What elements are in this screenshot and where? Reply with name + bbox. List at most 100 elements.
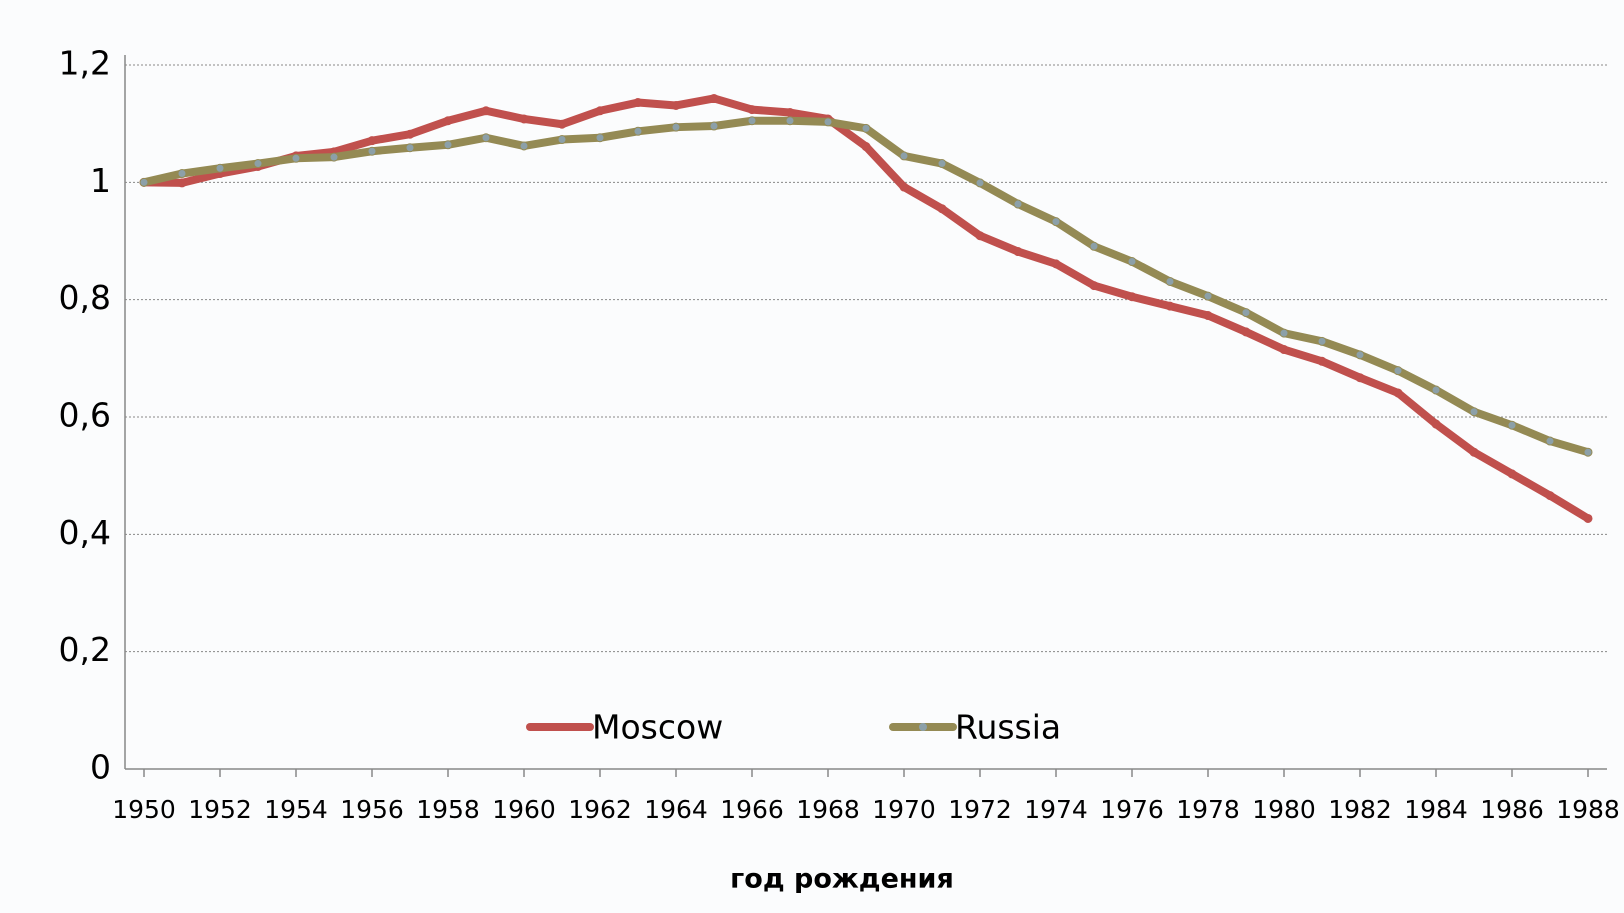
x-tick-label: 1958 — [416, 795, 480, 824]
y-tick-label: 0,2 — [59, 630, 111, 669]
point-marker — [329, 152, 339, 162]
point-marker — [291, 153, 301, 163]
y-tick-label: 1 — [90, 161, 111, 200]
point-marker — [861, 142, 871, 152]
series-line — [143, 116, 1590, 457]
point-marker — [405, 143, 415, 153]
point-marker — [1051, 259, 1061, 269]
point-marker — [1279, 345, 1289, 355]
legend-label: Moscow — [592, 708, 723, 747]
point-marker — [1393, 366, 1403, 376]
legend-marker — [556, 723, 564, 731]
point-marker — [519, 141, 529, 151]
point-marker — [1241, 308, 1251, 318]
point-marker — [633, 98, 643, 108]
point-marker — [1431, 419, 1441, 429]
point-marker — [367, 146, 377, 156]
point-marker — [405, 129, 415, 139]
x-tick-label: 1956 — [340, 795, 404, 824]
point-marker — [557, 119, 567, 129]
point-marker — [1127, 292, 1137, 302]
point-marker — [1469, 407, 1479, 417]
point-marker — [975, 231, 985, 241]
x-tick-label: 1976 — [1100, 795, 1164, 824]
point-marker — [937, 204, 947, 214]
point-marker — [1507, 469, 1517, 479]
point-marker — [1013, 247, 1023, 257]
point-marker — [1431, 385, 1441, 395]
point-marker — [177, 178, 187, 188]
x-tick-label: 1970 — [872, 795, 936, 824]
x-tick-label: 1982 — [1328, 795, 1392, 824]
point-marker — [1317, 336, 1327, 346]
point-marker — [823, 117, 833, 127]
point-marker — [1507, 420, 1517, 430]
point-marker — [1089, 241, 1099, 251]
point-marker — [861, 123, 871, 133]
point-marker — [177, 169, 187, 179]
y-tick-label: 0 — [90, 748, 111, 787]
series-line — [143, 94, 1591, 522]
point-marker — [557, 135, 567, 145]
point-marker — [595, 106, 605, 116]
point-marker — [519, 114, 529, 124]
point-marker — [785, 108, 795, 118]
y-tick-label: 0,6 — [59, 396, 111, 435]
point-marker — [975, 178, 985, 188]
point-marker — [671, 122, 681, 132]
x-tick-label: 1952 — [188, 795, 252, 824]
point-marker — [443, 140, 453, 150]
point-marker — [1545, 491, 1555, 501]
point-marker — [671, 100, 681, 110]
x-tick-label: 1950 — [112, 795, 176, 824]
point-marker — [1317, 356, 1327, 366]
point-marker — [481, 106, 491, 116]
point-marker — [709, 93, 719, 103]
x-tick-label: 1978 — [1176, 795, 1240, 824]
point-marker — [1127, 257, 1137, 267]
x-tick-label: 1988 — [1556, 795, 1620, 824]
point-marker — [633, 126, 643, 136]
x-tick-label: 1972 — [948, 795, 1012, 824]
point-marker — [1545, 436, 1555, 446]
point-marker — [1393, 388, 1403, 398]
point-marker — [1241, 327, 1251, 337]
point-marker — [899, 182, 909, 192]
x-tick-label: 1954 — [264, 795, 328, 824]
x-tick-label: 1974 — [1024, 795, 1088, 824]
point-marker — [1203, 291, 1213, 301]
point-marker — [215, 163, 225, 173]
point-marker — [1583, 447, 1593, 457]
legend-label: Russia — [955, 708, 1061, 747]
point-marker — [481, 133, 491, 143]
point-marker — [1089, 281, 1099, 291]
point-marker — [1583, 513, 1593, 523]
point-marker — [1469, 447, 1479, 457]
point-marker — [937, 159, 947, 169]
point-marker — [1165, 276, 1175, 286]
point-marker — [367, 136, 377, 146]
point-marker — [1355, 373, 1365, 383]
x-tick-label: 1984 — [1404, 795, 1468, 824]
x-tick-label: 1966 — [720, 795, 784, 824]
legend-marker — [919, 723, 927, 731]
point-marker — [1165, 301, 1175, 311]
x-axis-label: год рождения — [730, 864, 954, 895]
point-marker — [747, 116, 757, 126]
x-tick-label: 1962 — [568, 795, 632, 824]
point-marker — [253, 159, 263, 169]
point-marker — [1051, 217, 1061, 227]
point-marker — [1203, 311, 1213, 321]
x-tick-label: 1986 — [1480, 795, 1544, 824]
point-marker — [595, 133, 605, 143]
y-tick-label: 1,2 — [59, 44, 111, 83]
point-marker — [443, 116, 453, 126]
y-tick-label: 0,8 — [59, 278, 111, 317]
point-marker — [1013, 199, 1023, 209]
x-tick-label: 1964 — [644, 795, 708, 824]
point-marker — [747, 105, 757, 115]
point-marker — [899, 151, 909, 161]
point-marker — [709, 121, 719, 131]
y-tick-label: 0,4 — [59, 513, 111, 552]
